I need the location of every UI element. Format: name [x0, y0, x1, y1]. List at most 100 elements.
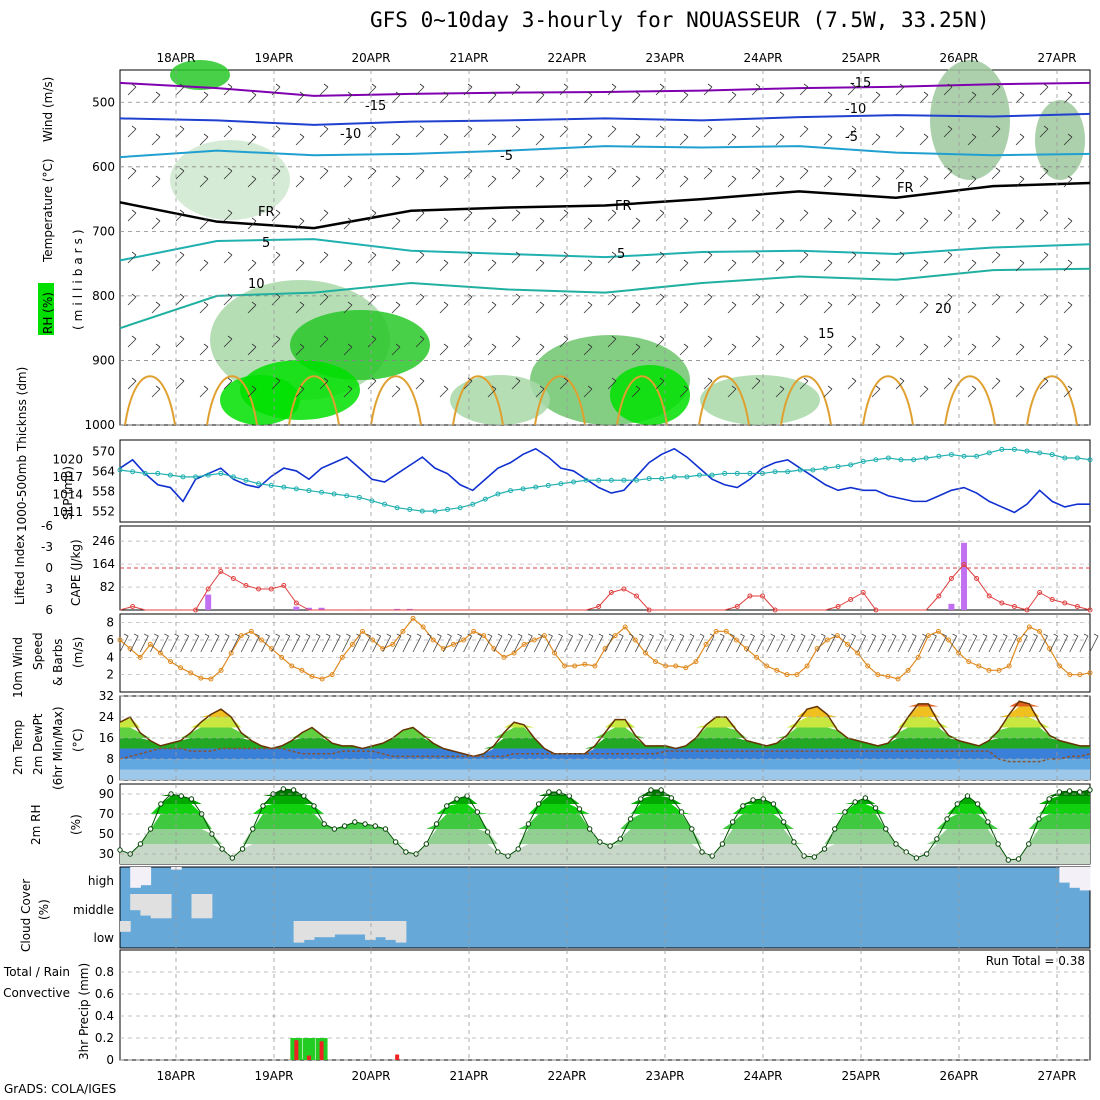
wind-barb [511, 209, 521, 222]
wind-barb-10m [442, 633, 452, 653]
li-point [1011, 604, 1017, 609]
wind-point [521, 641, 527, 647]
wind-barb [151, 343, 161, 356]
wind-barb [823, 385, 833, 398]
wind-barb [655, 335, 665, 348]
temp-ylabel-2: 2m DewPt [31, 713, 45, 775]
rh-point [913, 855, 920, 861]
precip-total-bar [302, 1038, 315, 1060]
wind-barb [199, 175, 209, 188]
wind-barb [967, 259, 977, 272]
temp-band [120, 717, 1090, 728]
wind-point [208, 676, 214, 682]
wind-barb-10m [998, 633, 1008, 653]
y-tick-slp: 1017 [52, 470, 83, 484]
wind-barb-10m [806, 633, 816, 653]
wind-barb [151, 259, 161, 272]
wind-barb-10m [362, 633, 372, 653]
rh-shade-7 [930, 60, 1010, 180]
wind-barb [1063, 133, 1073, 146]
rh-point [699, 849, 705, 855]
wind-barb-10m [1039, 633, 1049, 653]
wind-barb-10m [675, 633, 685, 653]
wind-barb [463, 377, 473, 390]
wind-barb [511, 293, 521, 306]
cc-ylabel-2: (%) [37, 899, 51, 920]
wind-barb [1039, 83, 1049, 96]
wind-barb [367, 83, 377, 96]
x-tick-top: 22APR [547, 51, 586, 65]
wind-barb [295, 259, 305, 272]
rh-point [474, 809, 481, 815]
wind-barb [967, 385, 977, 398]
contour-label: -15 [365, 99, 386, 114]
wind-barb [775, 133, 785, 146]
rh-point [535, 801, 542, 807]
wind-barb [151, 133, 161, 146]
warm-contour-4 [452, 375, 504, 426]
rh-point [1056, 789, 1063, 795]
thickness-point [722, 470, 728, 476]
wind-barb [799, 293, 809, 306]
rh-point [883, 826, 889, 832]
wind-barb [511, 167, 521, 180]
wind-barb-10m [887, 633, 897, 653]
wind-barb [847, 125, 857, 138]
wind-barb [151, 175, 161, 188]
cape-bar [406, 608, 413, 610]
wind-barb-10m [119, 633, 129, 653]
rh-point [862, 795, 869, 801]
rh-point [392, 839, 399, 845]
wind-barb [343, 385, 353, 398]
wind-barb [895, 125, 905, 138]
wind-barb [487, 217, 497, 230]
wind-barb [991, 209, 1001, 222]
rh-point [821, 846, 828, 852]
wind-barb [919, 133, 929, 146]
wind-barb [175, 167, 185, 180]
li-point [835, 604, 841, 609]
wind-barb [631, 133, 641, 146]
wind-barb [895, 251, 905, 264]
rh-point [586, 826, 593, 832]
wind-point [915, 654, 921, 660]
y-tick-thickness: 552 [92, 504, 115, 518]
rh-point [1066, 788, 1073, 794]
wind-barb [751, 251, 761, 264]
series-2m-temp [119, 700, 1090, 758]
wind-barb [247, 217, 257, 230]
y-tick-slp: 1020 [52, 453, 83, 467]
wind-barb [367, 335, 377, 348]
wind-barb [367, 209, 377, 222]
wind-barb-10m [685, 633, 695, 653]
wind-barb [199, 343, 209, 356]
wind-barb [367, 125, 377, 138]
wind-barb [415, 251, 425, 264]
wind-barb [271, 377, 281, 390]
thickness-point [432, 508, 438, 514]
wind-point [279, 654, 285, 660]
isotherm-minus15 [119, 81, 1091, 97]
thickness-point [974, 453, 980, 459]
li-point [205, 586, 211, 592]
wind-barb [151, 301, 161, 314]
wind-barb [535, 343, 545, 356]
cloud-layer-label: high [88, 874, 114, 888]
wind-barb [151, 217, 161, 230]
wind-barb [223, 293, 233, 306]
wind-barb [319, 125, 329, 138]
cloud-gap [130, 894, 141, 911]
cloud-gap [171, 867, 182, 870]
wind-barb [535, 259, 545, 272]
li-point [621, 586, 627, 592]
thickness-point [1049, 452, 1055, 458]
wind-barb [175, 293, 185, 306]
wind-barb [319, 167, 329, 180]
isotherm-10 [119, 267, 1091, 330]
y-tick-li: -6 [41, 519, 53, 533]
wind-barb [847, 209, 857, 222]
wind-point [865, 663, 871, 669]
cloud-gap [120, 921, 131, 932]
thickness-point [117, 467, 123, 473]
thickness-point [608, 477, 614, 483]
